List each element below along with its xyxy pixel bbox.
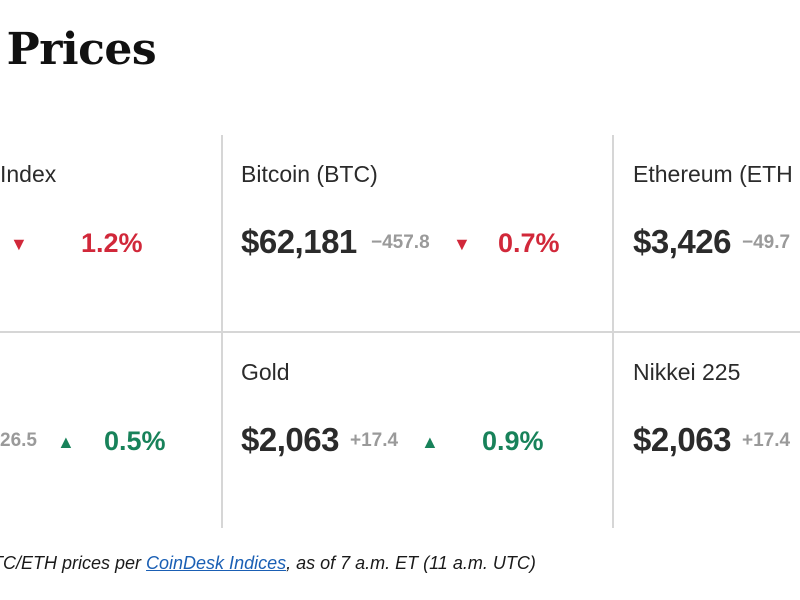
- asset-price: $62,181: [241, 223, 357, 260]
- market-prices-grid: Index ▼ 1.2% Bitcoin (BTC) $62,181 −457.…: [0, 135, 800, 528]
- absolute-change: +17.4: [742, 430, 791, 451]
- percent-change: 1.2%: [81, 228, 143, 258]
- absolute-change: +17.4: [350, 430, 399, 451]
- absolute-change: −457.8: [371, 232, 430, 253]
- asset-price: $3,426: [633, 223, 731, 260]
- triangle-up-icon: ▲: [57, 432, 75, 452]
- footnote-prefix: TC/ETH prices per: [0, 553, 147, 573]
- absolute-change: 26.5: [0, 430, 37, 451]
- percent-change: 0.7%: [498, 228, 560, 258]
- price-card-gold[interactable]: Gold $2,063 +17.4 ▲ 0.9%: [221, 333, 612, 529]
- asset-price: $2,063: [633, 421, 731, 458]
- percent-change: 0.9%: [482, 426, 544, 456]
- coindesk-indices-link[interactable]: CoinDesk Indices: [146, 553, 287, 573]
- percent-change: 0.5%: [104, 426, 166, 456]
- price-card-ethereum[interactable]: Ethereum (ETH $3,426 −49.7: [613, 135, 800, 331]
- triangle-down-icon: ▼: [10, 234, 28, 254]
- asset-name: Bitcoin (BTC): [241, 161, 378, 187]
- price-card-unknown[interactable]: 26.5 ▲ 0.5%: [0, 333, 220, 529]
- asset-price: $2,063: [241, 421, 339, 458]
- absolute-change: −49.7: [742, 232, 791, 253]
- row-divider: [0, 331, 800, 333]
- asset-name: Gold: [241, 359, 290, 385]
- price-card-bitcoin[interactable]: Bitcoin (BTC) $62,181 −457.8 ▼ 0.7%: [221, 135, 612, 331]
- asset-name: Ethereum (ETH: [633, 161, 793, 187]
- triangle-up-icon: ▲: [421, 432, 439, 452]
- footnote-suffix: , as of 7 a.m. ET (11 a.m. UTC): [286, 553, 536, 573]
- asset-name: Nikkei 225: [633, 359, 741, 385]
- triangle-down-icon: ▼: [453, 234, 471, 254]
- price-card-index[interactable]: Index ▼ 1.2%: [0, 135, 220, 331]
- page-title: t Prices: [0, 24, 157, 75]
- price-card-nikkei[interactable]: Nikkei 225 $2,063 +17.4: [613, 333, 800, 529]
- asset-name: Index: [0, 161, 57, 187]
- footnote: TC/ETH prices per CoinDesk Indices, as o…: [0, 553, 536, 574]
